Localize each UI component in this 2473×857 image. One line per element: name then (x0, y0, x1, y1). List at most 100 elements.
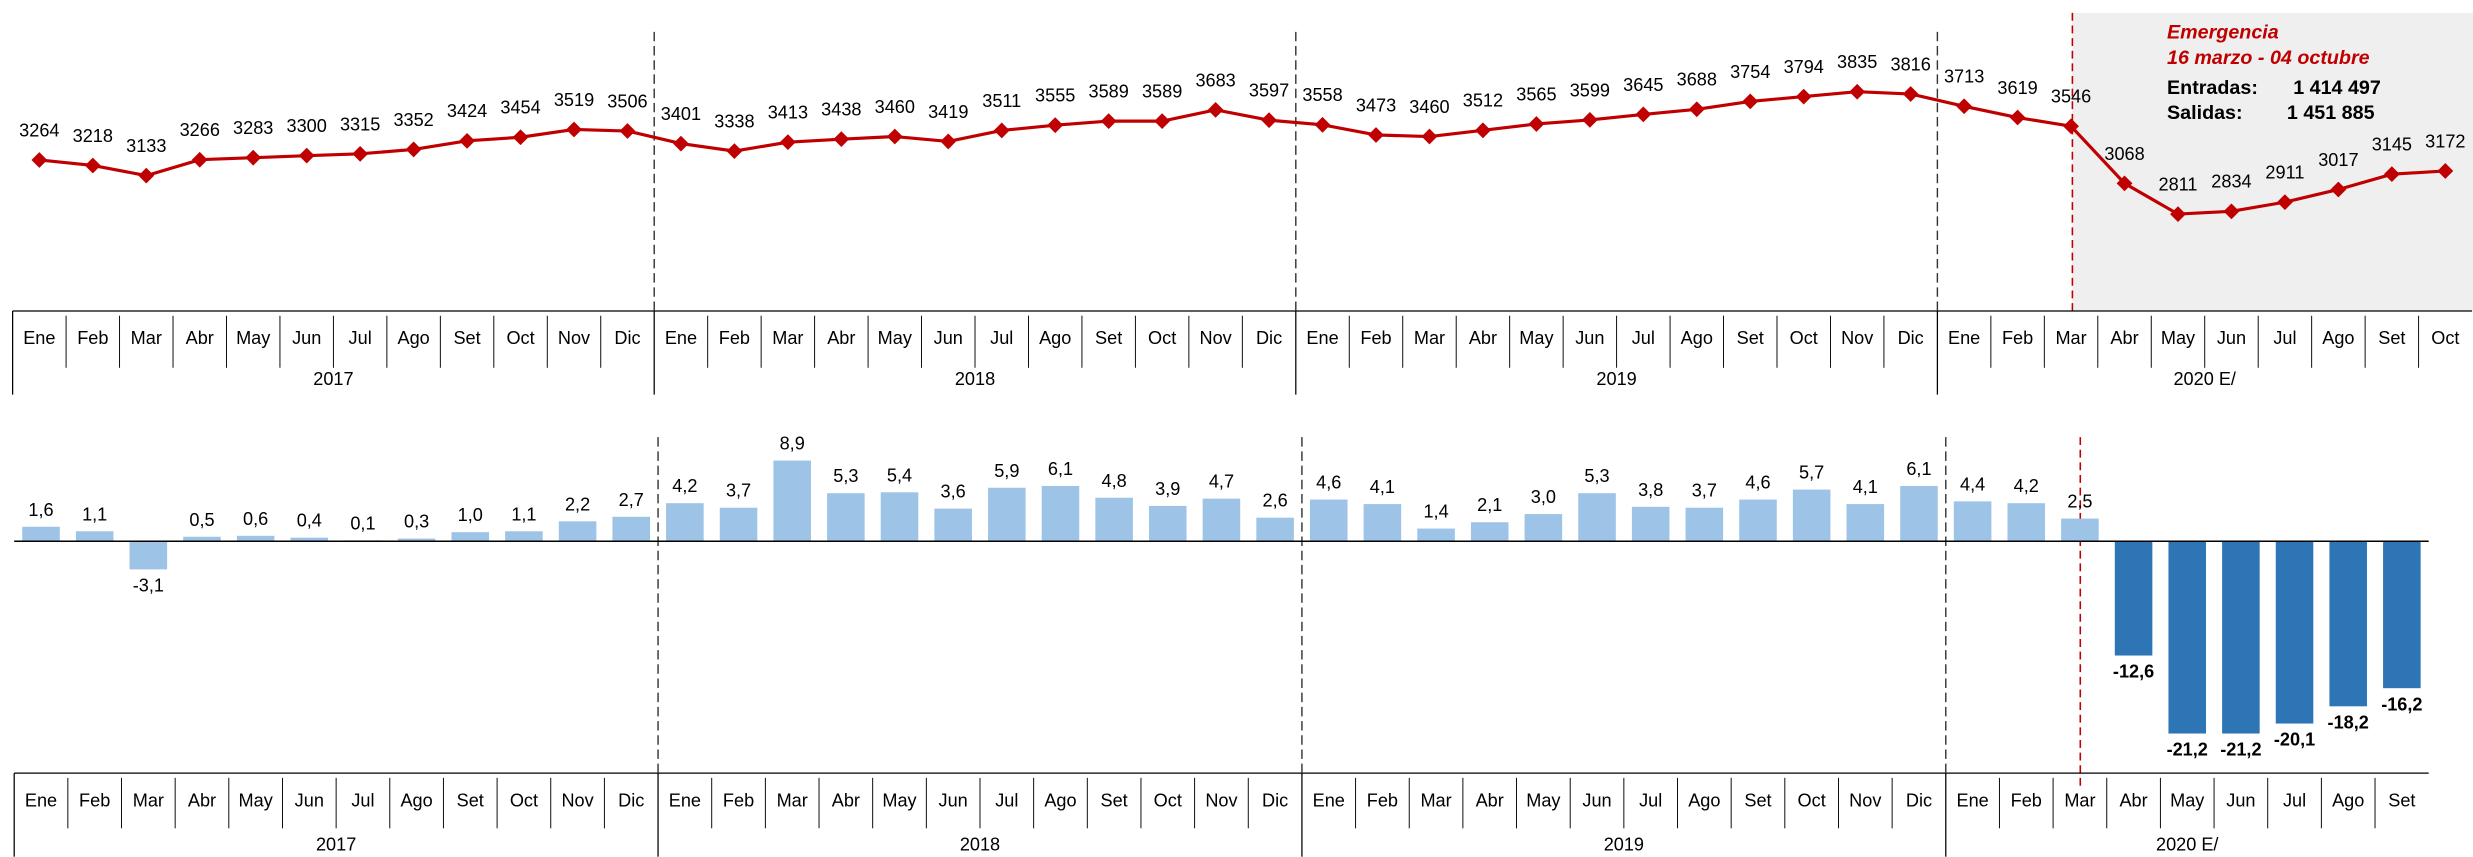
x-tick-label: Ago (2322, 328, 2354, 348)
x-tick-label: Dic (618, 790, 644, 810)
data-label: 3300 (287, 116, 327, 136)
x-tick-label: Jul (351, 790, 374, 810)
x-tick-label: Abr (1469, 328, 1497, 348)
data-label: 1,1 (511, 504, 536, 524)
x-tick-label: Jul (349, 328, 372, 348)
data-label: 5,7 (1799, 463, 1824, 483)
bar (1846, 504, 1885, 542)
data-label: 4,2 (2014, 476, 2039, 496)
data-label: -20,1 (2274, 730, 2315, 750)
bar (1363, 504, 1402, 542)
marker (1635, 106, 1652, 123)
data-label: 3,8 (1638, 480, 1663, 500)
data-label: 3589 (1089, 82, 1129, 102)
group-label: 2019 (1596, 369, 1636, 389)
group-label: 2020 E/ (2156, 834, 2219, 854)
annotation-period: 16 marzo - 04 octubre (2167, 47, 2370, 69)
data-label: 3460 (1409, 97, 1449, 117)
x-tick-label: Jun (934, 328, 963, 348)
bar (1631, 506, 1670, 542)
x-tick-label: Jun (292, 328, 321, 348)
marker (405, 141, 422, 158)
data-label: 3599 (1570, 80, 1610, 100)
line (39, 90, 2446, 216)
data-label: 3565 (1516, 84, 1556, 104)
data-label: -18,2 (2328, 712, 2369, 732)
x-tick-label: May (1519, 328, 1554, 348)
x-tick-label: Ago (1044, 790, 1076, 810)
data-label: -21,2 (2220, 740, 2261, 760)
data-label: 0,6 (243, 509, 268, 529)
data-label: 3454 (500, 98, 540, 118)
x-tick-label: Oct (2431, 328, 2459, 348)
x-tick-label: Jun (2226, 790, 2255, 810)
x-tick-label: Dic (614, 328, 640, 348)
data-label: 3589 (1142, 82, 1182, 102)
data-label: 3438 (821, 100, 861, 120)
x-tick-label: Jul (995, 790, 1018, 810)
marker (1475, 122, 1491, 139)
data-label: 3835 (1837, 52, 1877, 72)
data-label: 5,9 (994, 461, 1019, 481)
data-label: 3145 (2372, 135, 2412, 155)
bar (290, 537, 329, 542)
bar (1953, 501, 1992, 542)
x-tick-label: Ene (1306, 328, 1338, 348)
x-tick-label: Oct (506, 328, 534, 348)
bar (183, 536, 221, 542)
bar (1202, 498, 1241, 542)
bar (2275, 541, 2314, 724)
x-tick-label: Jun (1582, 790, 1611, 810)
data-label: 3683 (1195, 70, 1235, 90)
x-tick-label: Feb (1360, 328, 1391, 348)
data-label: 3754 (1730, 62, 1770, 82)
data-label: 3519 (554, 90, 594, 110)
bar (451, 532, 490, 542)
marker (1100, 113, 1117, 129)
marker (993, 122, 1010, 139)
data-label: 1,0 (458, 505, 483, 525)
bar (1685, 507, 1724, 542)
annotation-label: Entradas: (2167, 77, 2258, 99)
bar (1417, 528, 1455, 542)
data-label: 2,7 (619, 490, 644, 510)
x-tick-label: Set (1095, 328, 1122, 348)
x-tick-label: Ago (1681, 328, 1713, 348)
emergency-shade (2072, 12, 2473, 312)
x-tick-label: Jul (1639, 790, 1662, 810)
data-label: 3511 (982, 91, 1021, 111)
x-tick-label: Oct (1154, 790, 1182, 810)
bar (988, 487, 1026, 542)
bar (1095, 497, 1133, 542)
x-tick-label: Mar (772, 328, 803, 348)
annotation-value: 1 451 885 (2287, 102, 2375, 124)
marker (1261, 112, 1277, 129)
data-label: 3218 (73, 126, 113, 146)
x-tick-label: Dic (1256, 328, 1282, 348)
data-label: 4,1 (1853, 477, 1878, 497)
x-tick-label: Dic (1262, 790, 1288, 810)
x-tick-label: Abr (186, 328, 214, 348)
bar (1792, 489, 1831, 542)
bar (397, 538, 436, 542)
data-label: 3555 (1035, 86, 1075, 106)
x-tick-label: Nov (1199, 328, 1231, 348)
x-tick-label: Mar (131, 328, 162, 348)
marker (1956, 98, 1973, 115)
data-label: 3419 (928, 102, 968, 122)
x-tick-label: Abr (2110, 328, 2138, 348)
data-label: 3,7 (726, 481, 751, 501)
marker (779, 134, 796, 151)
marker (245, 149, 262, 166)
marker (1849, 83, 1866, 100)
data-label: 3558 (1302, 85, 1342, 105)
data-label: 1,1 (82, 504, 107, 524)
bar (1524, 514, 1563, 542)
marker (1742, 93, 1759, 110)
data-label: 0,4 (297, 511, 322, 531)
bar (2168, 541, 2207, 734)
marker (1902, 86, 1919, 102)
marker (1368, 127, 1384, 143)
x-tick-label: Feb (723, 790, 754, 810)
x-tick-label: May (878, 328, 913, 348)
